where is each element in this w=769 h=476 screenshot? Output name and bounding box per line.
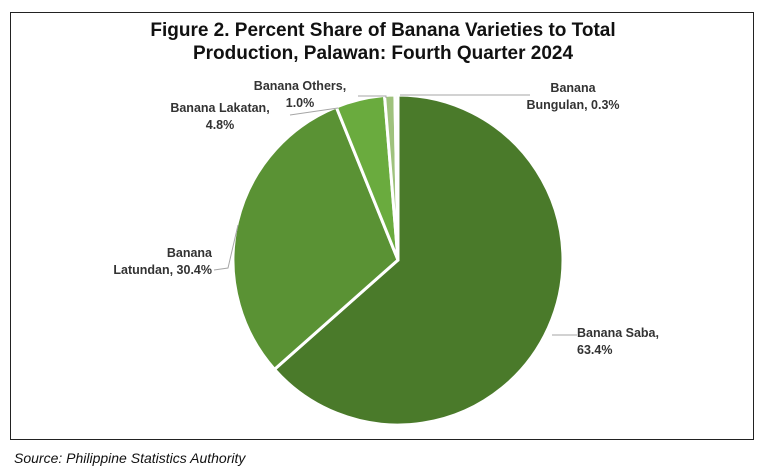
chart-title-line-1: Figure 2. Percent Share of Banana Variet… [150,20,616,41]
leader-line-3 [358,95,387,98]
data-label-1-line-1: Latundan, 30.4% [113,263,212,277]
leader-line-1 [213,224,239,271]
data-label-2-line-1: 4.8% [206,118,235,132]
data-label-4-line-0: Banana [550,81,596,95]
data-label-3: Banana Others, 1.0% [254,79,346,110]
data-label-1: Banana Latundan, 30.4% [113,246,213,277]
pie-slice-0 [272,93,565,427]
leader-line-2 [289,107,339,116]
data-label-1-line-0: Banana [167,246,213,260]
chart-title: Figure 2. Percent Share of Banana Variet… [11,19,755,65]
data-label-0: Banana Saba, 63.4% [577,326,659,357]
data-label-2: Banana Lakatan, 4.8% [170,101,269,132]
source-note: Source: Philippine Statistics Authority [14,450,246,466]
data-label-2-line-0: Banana Lakatan, [170,101,269,115]
data-label-4-line-1: Bungulan, 0.3% [526,98,619,112]
pie-slice-1 [231,105,400,371]
data-label-0-line-1: 63.4% [577,343,612,357]
chart-title-line-2: Production, Palawan: Fourth Quarter 2024 [192,43,574,64]
pie-slice-4 [393,93,400,262]
data-label-3-line-1: 1.0% [286,96,315,110]
data-label-3-line-0: Banana Others, [254,79,346,93]
data-label-4: Banana Bungulan, 0.3% [526,81,619,112]
data-label-0-line-0: Banana Saba, [577,326,659,340]
